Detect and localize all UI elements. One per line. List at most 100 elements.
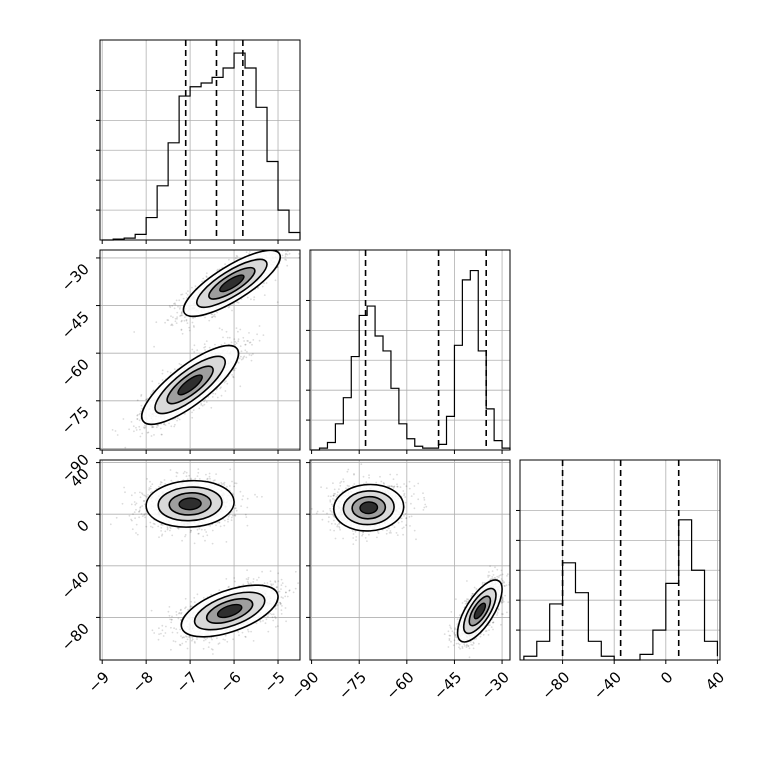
panel-1-0-sample bbox=[177, 305, 179, 308]
panel-1-0-sample bbox=[235, 255, 238, 257]
panel-1-0-sample bbox=[139, 435, 142, 438]
panel-1-0-sample bbox=[167, 319, 170, 322]
panel-2-0-sample bbox=[279, 601, 281, 604]
panel-1-0-sample bbox=[181, 314, 184, 317]
panel-1-0-sample bbox=[178, 362, 181, 365]
panel-1-0-sample bbox=[174, 303, 177, 306]
panel-1-0-sample bbox=[211, 396, 214, 398]
panel-2-0-sample bbox=[149, 491, 152, 494]
panel-1-0-sample bbox=[237, 361, 240, 364]
panel-2-0-sample bbox=[150, 525, 152, 528]
panel-1-0-sample bbox=[141, 407, 143, 410]
panel-1-0-sample bbox=[161, 379, 164, 381]
panel-1-0-sample bbox=[221, 328, 224, 331]
panel-2-0-sample bbox=[169, 469, 172, 471]
panel-2-0-sample bbox=[228, 514, 231, 516]
panel-1-0-sample bbox=[143, 427, 146, 430]
panel-2-0-sample bbox=[133, 511, 136, 513]
panel-2-0-sample bbox=[175, 475, 178, 478]
panel-2-0-sample bbox=[124, 491, 126, 494]
panel-2-0-sample bbox=[222, 482, 225, 485]
panel-2-0-sample bbox=[109, 523, 112, 526]
panel-1-0-sample bbox=[226, 336, 229, 339]
panel-2-0-sample bbox=[208, 475, 211, 478]
panel-2-0-sample bbox=[246, 506, 249, 509]
panel-2-0-sample bbox=[145, 525, 148, 528]
panel-1-0-sample bbox=[142, 426, 145, 429]
panel-1-0-sample bbox=[208, 319, 211, 322]
panel-1-0-sample bbox=[201, 280, 204, 283]
panel-2-0-sample bbox=[164, 632, 167, 634]
panel-2-0-sample bbox=[285, 591, 287, 594]
panel-2-0-sample bbox=[139, 491, 141, 494]
panel-1-0-sample bbox=[180, 311, 183, 314]
panel-2-0-sample bbox=[285, 620, 287, 623]
panel-1-0-sample bbox=[216, 396, 219, 399]
panel-1-0-sample bbox=[186, 294, 189, 296]
panel-1-0-sample bbox=[232, 376, 235, 379]
panel-2-0-sample bbox=[205, 473, 207, 476]
panel-2-0-sample bbox=[212, 479, 215, 482]
panel-2-0-sample bbox=[191, 636, 194, 639]
panel-2-0-sample bbox=[218, 642, 221, 644]
panel-2-0-sample bbox=[172, 640, 175, 642]
panel-2-0-sample bbox=[248, 583, 250, 585]
panel-1-0-sample bbox=[180, 329, 183, 331]
panel-1-0-sample bbox=[254, 246, 256, 248]
panel-2-0-sample bbox=[189, 531, 192, 534]
panel-2-0-sample bbox=[246, 569, 249, 572]
panel-1-0-sample bbox=[220, 344, 223, 346]
panel-1-0-sample bbox=[180, 312, 183, 315]
panel-2-0-sample bbox=[202, 535, 205, 538]
panel-1-0-sample bbox=[263, 282, 265, 285]
panel-1-0-sample bbox=[156, 424, 159, 426]
panel-1-0-sample bbox=[301, 246, 303, 248]
panel-2-0-sample bbox=[215, 524, 217, 527]
panel-2-0-content bbox=[109, 468, 299, 655]
panel-2-0-sample bbox=[176, 527, 179, 529]
panel-1-0-sample bbox=[204, 345, 207, 348]
panel-1-0-sample bbox=[223, 342, 226, 345]
panel-2-0-sample bbox=[281, 582, 284, 584]
panel-1-0-sample bbox=[161, 433, 163, 436]
panel-1-0-sample bbox=[232, 375, 235, 378]
panel-1-0-sample bbox=[133, 331, 136, 333]
panel-1-0-sample bbox=[237, 301, 240, 304]
panel-1-0-sample bbox=[170, 315, 172, 318]
panel-1-0-sample bbox=[116, 452, 118, 454]
panel-2-0-sample bbox=[202, 597, 205, 599]
panel-1-0-sample bbox=[181, 311, 183, 313]
panel-1-0-sample bbox=[224, 263, 227, 266]
panel-1-0-sample bbox=[176, 417, 179, 419]
panel-1-0-sample bbox=[211, 313, 214, 316]
panel-2-0-sample bbox=[218, 521, 221, 524]
panel-2-0-sample bbox=[280, 588, 282, 590]
panel-1-0-sample bbox=[170, 425, 173, 428]
panel-1-0-sample bbox=[248, 341, 251, 344]
panel-1-0-sample bbox=[233, 369, 236, 372]
panel-2-0-sample bbox=[208, 472, 211, 475]
panel-2-0-sample bbox=[179, 644, 182, 647]
panel-2-0-blob-0-contours bbox=[145, 479, 235, 528]
panel-2-0-sample bbox=[225, 578, 228, 580]
panel-1-0-sample bbox=[192, 317, 195, 319]
panel-2-0-sample bbox=[182, 472, 185, 475]
panel-2-0-sample bbox=[274, 626, 277, 628]
panel-2-0-sample bbox=[141, 515, 144, 517]
panel-1-0-sample bbox=[208, 346, 211, 349]
panel-1-0-sample bbox=[271, 247, 273, 249]
panel-1-0-sample bbox=[139, 428, 141, 431]
panel-1-0-sample bbox=[196, 349, 199, 351]
panel-1-0-sample bbox=[192, 325, 195, 327]
panel-1-0-sample bbox=[286, 250, 289, 253]
panel-2-0-sample bbox=[223, 481, 226, 484]
panel-1-0-sample bbox=[257, 287, 259, 289]
panel-2-0-sample bbox=[190, 477, 193, 480]
panel-2-0-sample bbox=[148, 488, 151, 491]
hist-0-steps bbox=[102, 52, 301, 241]
panel-2-0-sample bbox=[160, 526, 163, 529]
panel-1-0-sample bbox=[175, 322, 178, 324]
panel-1-0-sample bbox=[252, 339, 255, 341]
panel-2-0-sample bbox=[233, 514, 236, 516]
